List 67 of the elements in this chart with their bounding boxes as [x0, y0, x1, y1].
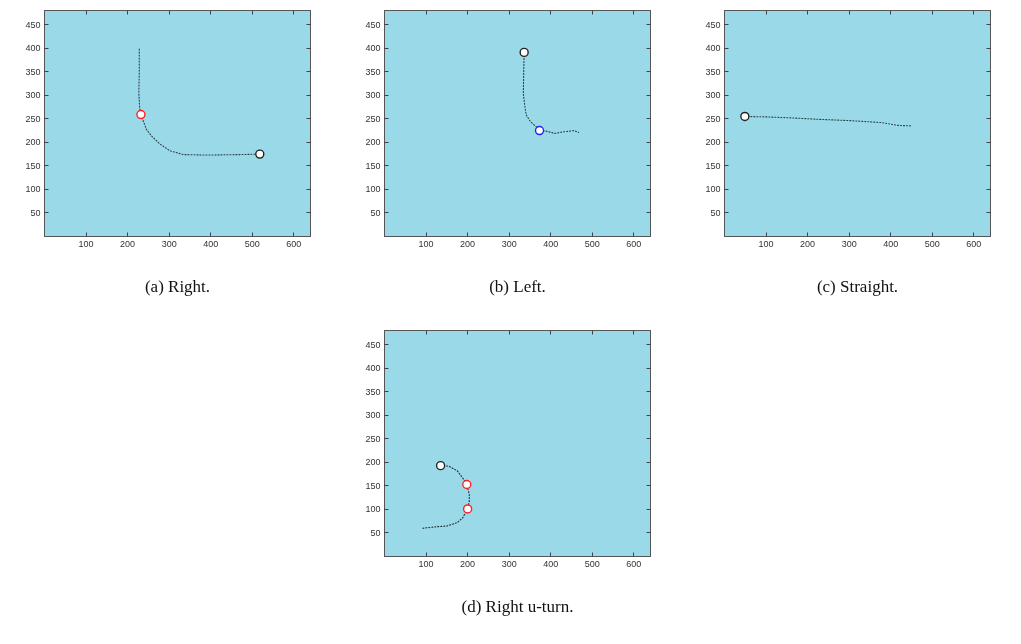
y-tick-label: 50: [30, 207, 41, 218]
y-tick-label: 200: [365, 457, 381, 468]
y-tick-label: 450: [25, 19, 41, 30]
y-tick-label: 150: [365, 480, 381, 491]
y-tick-label: 300: [365, 90, 381, 101]
x-tick-label: 300: [501, 558, 517, 569]
x-tick-label: 500: [244, 238, 260, 249]
y-tick-label: 350: [25, 66, 41, 77]
x-tick-label: 100: [418, 238, 434, 249]
x-tick-label: 300: [841, 238, 857, 249]
x-tick-label: 100: [758, 238, 774, 249]
y-tick-label: 450: [365, 19, 381, 30]
x-tick-label: 600: [626, 238, 642, 249]
point: [462, 479, 472, 490]
y-tick-label: 100: [705, 184, 721, 195]
point: [435, 460, 446, 471]
y-tick-label: 100: [365, 504, 381, 515]
y-tick-label: 450: [365, 339, 381, 350]
x-tick-label: 200: [120, 238, 136, 249]
y-tick-label: 300: [705, 90, 721, 101]
x-tick-label: 500: [924, 238, 940, 249]
point: [462, 504, 473, 514]
y-tick-label: 250: [705, 113, 721, 124]
x-tick-label: 200: [460, 558, 476, 569]
text: (b) Left.: [489, 276, 546, 296]
y-tick-label: 450: [705, 19, 721, 30]
y-tick-label: 300: [25, 90, 41, 101]
y-tick-label: 400: [365, 363, 381, 374]
y-tick-label: 50: [370, 527, 381, 538]
x-tick-label: 400: [543, 238, 559, 249]
x-tick-label: 600: [286, 238, 302, 249]
y-tick-label: 200: [25, 137, 41, 148]
y-tick-label: 400: [705, 43, 721, 54]
y-tick-label: 350: [365, 386, 381, 397]
x-tick-label: 500: [584, 238, 600, 249]
y-tick-label: 400: [25, 43, 41, 54]
x-tick-label: 400: [543, 558, 559, 569]
y-tick-label: 50: [710, 207, 721, 218]
y-tick-label: 300: [365, 410, 381, 421]
y-tick-label: 350: [365, 66, 381, 77]
y-tick-label: 150: [25, 160, 41, 171]
x-tick-label: 200: [460, 238, 476, 249]
y-tick-label: 250: [365, 433, 381, 444]
y-tick-label: 200: [705, 137, 721, 148]
y-tick-label: 400: [365, 43, 381, 54]
text: (a) Right.: [144, 276, 211, 296]
x-tick-label: 100: [418, 558, 434, 569]
y-tick-label: 250: [365, 113, 381, 124]
x-tick-label: 100: [78, 238, 94, 249]
y-tick-label: 250: [25, 113, 41, 124]
x-tick-label: 400: [883, 238, 899, 249]
y-tick-label: 100: [365, 184, 381, 195]
x-tick-label: 600: [626, 558, 642, 569]
x-tick-label: 300: [501, 238, 517, 249]
text: (c) Straight.: [816, 276, 899, 296]
x-tick-label: 600: [966, 238, 982, 249]
y-tick-label: 50: [370, 207, 381, 218]
y-tick-label: 350: [705, 66, 721, 77]
y-tick-label: 100: [25, 184, 41, 195]
text: (d) Right u-turn.: [461, 596, 574, 616]
y-tick-label: 150: [365, 160, 381, 171]
x-tick-label: 400: [203, 238, 219, 249]
x-tick-label: 300: [161, 238, 177, 249]
x-tick-label: 200: [800, 238, 816, 249]
y-tick-label: 150: [705, 160, 721, 171]
x-tick-label: 500: [584, 558, 600, 569]
y-tick-label: 200: [365, 137, 381, 148]
